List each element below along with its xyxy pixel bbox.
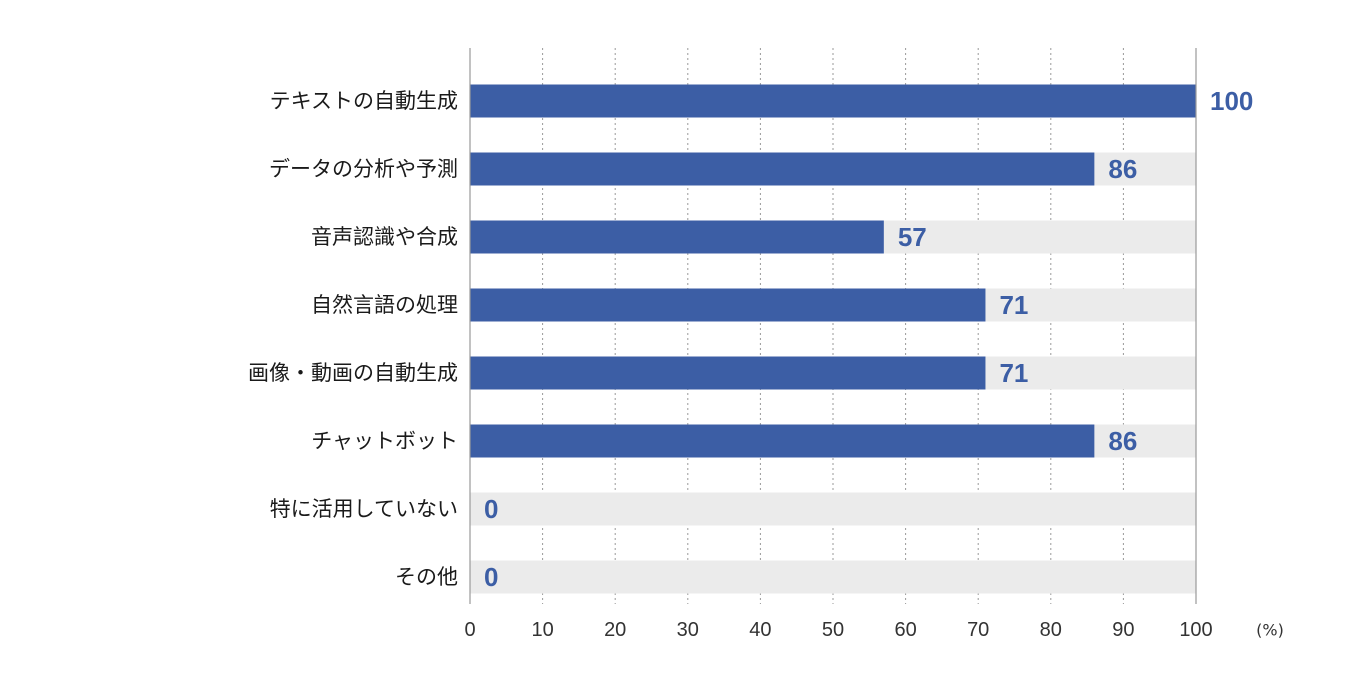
x-tick-label-10: 10: [531, 619, 553, 641]
category-label-7: その他: [395, 565, 458, 589]
category-label-2: 音声認識や合成: [311, 225, 458, 249]
value-label-7: 0: [484, 562, 498, 592]
x-tick-label-50: 50: [822, 619, 844, 641]
axis-layer: [469, 48, 1197, 604]
x-tick-label-30: 30: [677, 619, 699, 641]
x-tick-label-20: 20: [604, 619, 626, 641]
bar-1: [470, 152, 1095, 186]
value-label-5: 86: [1108, 426, 1137, 456]
value-label-3: 71: [999, 290, 1028, 320]
x-tick-label-40: 40: [749, 619, 771, 641]
x-unit-label: (%): [1256, 621, 1284, 640]
bar-5: [470, 424, 1095, 458]
category-label-6: 特に活用していない: [270, 497, 458, 521]
bar-layer: [470, 84, 1196, 458]
value-label-2: 57: [898, 222, 927, 252]
bar-track-6: [470, 492, 1196, 526]
x-tick-label-90: 90: [1112, 619, 1134, 641]
category-label-4: 画像・動画の自動生成: [248, 361, 458, 385]
category-label-3: 自然言語の処理: [311, 293, 458, 317]
bar-3: [470, 288, 986, 322]
value-label-6: 0: [484, 494, 498, 524]
bar-2: [470, 220, 884, 254]
x-tick-label-70: 70: [967, 619, 989, 641]
bar-4: [470, 356, 986, 390]
value-label-1: 86: [1108, 154, 1137, 184]
x-tick-label-60: 60: [894, 619, 916, 641]
bar-0: [470, 84, 1196, 118]
category-label-1: データの分析や予測: [269, 157, 458, 181]
bar-track-7: [470, 560, 1196, 594]
x-tick-label-80: 80: [1040, 619, 1062, 641]
category-label-5: チャットボット: [311, 429, 458, 453]
value-label-0: 100: [1210, 86, 1253, 116]
x-tick-label-100: 100: [1179, 619, 1212, 641]
value-label-4: 71: [999, 358, 1028, 388]
category-label-0: テキストの自動生成: [270, 89, 458, 113]
x-tick-label-0: 0: [464, 619, 475, 641]
